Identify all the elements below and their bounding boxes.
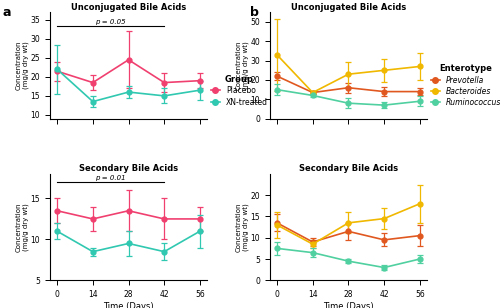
Y-axis label: Concentration
(mg/g dry wt): Concentration (mg/g dry wt) xyxy=(16,41,29,90)
Y-axis label: Concentration
(mg/g dry wt): Concentration (mg/g dry wt) xyxy=(16,202,30,252)
Text: a: a xyxy=(2,6,11,19)
Legend: Placebo, XN-treated: Placebo, XN-treated xyxy=(211,75,268,107)
Title: Unconjugated Bile Acids: Unconjugated Bile Acids xyxy=(291,2,406,11)
Text: b: b xyxy=(250,6,259,19)
Legend: Prevotella, Bacteroides, Ruminococcus: Prevotella, Bacteroides, Ruminococcus xyxy=(431,64,500,107)
Title: Secondary Bile Acids: Secondary Bile Acids xyxy=(79,164,178,173)
Text: p = 0.01: p = 0.01 xyxy=(96,175,126,181)
Y-axis label: Concentration
(mg/g dry wt): Concentration (mg/g dry wt) xyxy=(236,202,249,252)
Title: Unconjugated Bile Acids: Unconjugated Bile Acids xyxy=(71,2,186,11)
Title: Secondary Bile Acids: Secondary Bile Acids xyxy=(299,164,398,173)
Y-axis label: Concentration
(mg/g dry wt): Concentration (mg/g dry wt) xyxy=(236,41,249,90)
X-axis label: Time (Days): Time (Days) xyxy=(103,302,154,308)
X-axis label: Time (Days): Time (Days) xyxy=(323,302,374,308)
Text: p = 0.05: p = 0.05 xyxy=(96,19,126,25)
